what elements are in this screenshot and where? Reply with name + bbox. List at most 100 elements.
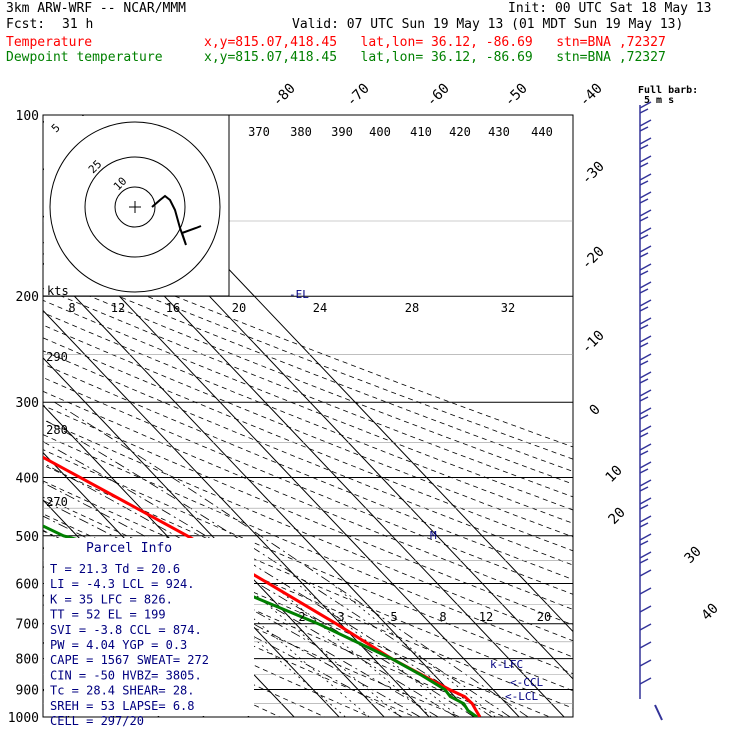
wind-barb-flag [639, 360, 649, 366]
isotherm [43, 357, 385, 717]
wind-barb-flag [639, 317, 652, 325]
speed-label: 24 [313, 301, 327, 315]
hodograph-ring [84, 156, 186, 258]
parcel-info-title: Parcel Info [86, 541, 172, 556]
wind-barb-flag [639, 216, 649, 222]
mixing-ratio-label: 2 [298, 610, 305, 624]
wind-barb-flag [639, 443, 652, 451]
full-barb-value: 5 m s [644, 95, 674, 106]
speed-label: 32 [501, 301, 515, 315]
wind-barb-flag [639, 558, 649, 564]
wind-barb-flag [639, 378, 649, 384]
speed-label: 20 [232, 301, 246, 315]
wind-barb-flag [639, 533, 652, 541]
theta-label: 420 [449, 125, 471, 139]
speed-label: 16 [166, 301, 180, 315]
wind-barb-flag [639, 414, 649, 420]
level-mark-lfc: k-LFC [490, 658, 523, 671]
dry-adiabat [43, 404, 573, 626]
valid-time: Valid: 07 UTC Sun 19 May 13 (01 MDT Sun … [292, 17, 684, 32]
wind-barb-flag [639, 396, 649, 402]
wind-barb-flag [639, 288, 649, 294]
hodograph-ring [49, 121, 221, 293]
temperature-legend: Temperature [6, 35, 93, 50]
wind-barb-flag [639, 353, 652, 361]
wind-barb-flag [639, 162, 649, 168]
parcel-info-row: CAPE = 1567 SWEAT= 272 [50, 653, 209, 667]
parcel-info-row: Tc = 28.4 SHEAR= 28. [50, 684, 195, 698]
wind-barb-flag [639, 252, 649, 258]
parcel-info-row: CELL = 297/20 [50, 714, 144, 728]
wind-barb-flag [639, 569, 652, 577]
wind-barb-flag [639, 659, 652, 667]
dry-adiabat [43, 276, 573, 485]
wind-barb-flag [639, 137, 652, 145]
temperature-tick-label: 0 [587, 402, 604, 419]
wind-barb-flag [639, 144, 649, 150]
theta-label: 380 [290, 125, 312, 139]
wind-barb-flag [639, 677, 652, 685]
temperature-tick-label: -70 [344, 81, 373, 110]
mixing-ratio-label: 12 [479, 610, 493, 624]
init-time: Init: 00 UTC Sat 18 May 13 [508, 1, 712, 16]
wind-barb-flag [639, 515, 652, 523]
mixing-ratio-line [331, 583, 496, 717]
wind-barb-flag [639, 587, 652, 595]
temperature-tick-label: -50 [502, 81, 531, 110]
wind-barb-flag [639, 227, 652, 235]
pressure-tick-label: 300 [16, 396, 39, 411]
parcel-info-row: LI = -4.3 LCL = 924. [50, 577, 195, 591]
parcel-info-row: K = 35 LFC = 826. [50, 592, 173, 606]
parcel-info-row: TT = 52 EL = 199 [50, 608, 166, 622]
theta-side-label: 290 [46, 350, 68, 364]
temperature-tick-label: 40 [699, 601, 722, 624]
wind-barb-flag [639, 245, 652, 253]
wind-barb-flag [639, 623, 652, 631]
parcel-info-row: CIN = -50 HVBZ= 3805. [50, 668, 202, 682]
dry-adiabat [43, 449, 573, 675]
wind-barb-flag [639, 335, 652, 343]
pressure-tick-label: 1000 [8, 711, 39, 726]
wind-barb-flag [639, 191, 652, 199]
level-mark-el: -EL [289, 288, 309, 301]
wind-barb-flag [639, 497, 652, 505]
dry-adiabat [43, 242, 573, 448]
wind-barb-flag [639, 324, 649, 330]
moist-adiabat [43, 482, 457, 717]
parcel-info-row: SVI = -3.8 CCL = 874. [50, 623, 202, 637]
mixing-ratio-label: 8 [439, 610, 446, 624]
parcel-info-row: PW = 4.04 YGP = 0.3 [50, 638, 187, 652]
dewpoint-location: x,y=815.07,418.45 lat,lon= 36.12, -86.69… [204, 50, 666, 65]
wind-barb-flag [639, 504, 649, 510]
temperature-tick-label: -10 [579, 328, 608, 357]
mixing-ratio-line [270, 583, 432, 717]
theta-label: 400 [369, 125, 391, 139]
mixing-ratio-label: 5 [390, 610, 397, 624]
temperature-tick-label: -80 [270, 81, 299, 110]
wind-barb-flag [639, 119, 652, 127]
dry-adiabat [43, 390, 573, 610]
moist-adiabat [43, 462, 475, 717]
dry-adiabat [43, 337, 573, 552]
wind-barb-flag [639, 371, 652, 379]
dry-adiabat [43, 324, 573, 538]
wind-barb-flag [639, 209, 652, 217]
speed-label: 8 [68, 301, 75, 315]
temperature-tick-label: -30 [579, 159, 608, 188]
moist-adiabat [43, 515, 421, 717]
temperature-tick-label: 30 [682, 544, 705, 567]
theta-side-label: 270 [46, 495, 68, 509]
speed-label: 28 [405, 301, 419, 315]
wind-barb-flag [639, 486, 649, 492]
theta-label: 440 [531, 125, 553, 139]
parcel-box-background [44, 538, 254, 716]
forecast-label: Fcst: [6, 17, 46, 32]
wind-barb-flag [639, 540, 649, 546]
hodograph-trace [151, 194, 202, 246]
theta-label: 370 [248, 125, 270, 139]
temperature-tick-label: -60 [424, 81, 453, 110]
pressure-tick-label: 700 [16, 618, 39, 633]
wind-barb-flag [639, 479, 652, 487]
wind-barb-flag [639, 173, 652, 181]
parcel-info-row: SREH = 53 LAPSE= 6.8 [50, 699, 195, 713]
